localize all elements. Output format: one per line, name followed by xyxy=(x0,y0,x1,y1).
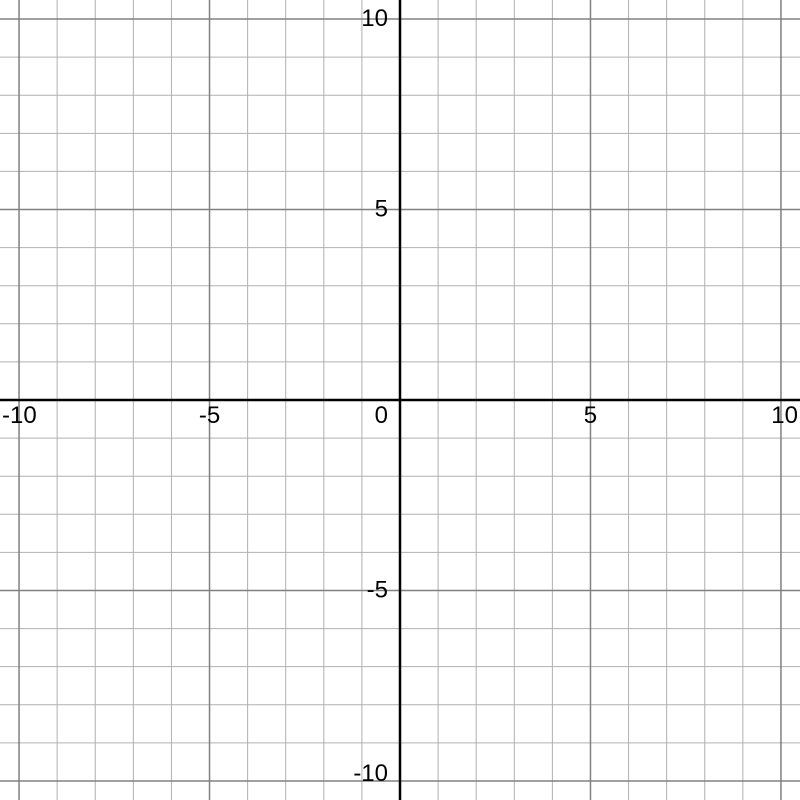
x-tick-label: 10 xyxy=(771,402,798,429)
x-tick-label: -10 xyxy=(2,402,37,429)
x-tick-label: 0 xyxy=(375,402,388,429)
y-tick-label: -10 xyxy=(353,760,388,787)
x-tick-label: 5 xyxy=(584,402,597,429)
cartesian-grid: -10 -5 0 5 10 10 5 -5 -10 xyxy=(0,0,800,800)
y-tick-label: -5 xyxy=(367,576,388,603)
y-tick-label: 10 xyxy=(361,5,388,32)
x-tick-label: -5 xyxy=(199,402,220,429)
y-tick-label: 5 xyxy=(375,195,388,222)
